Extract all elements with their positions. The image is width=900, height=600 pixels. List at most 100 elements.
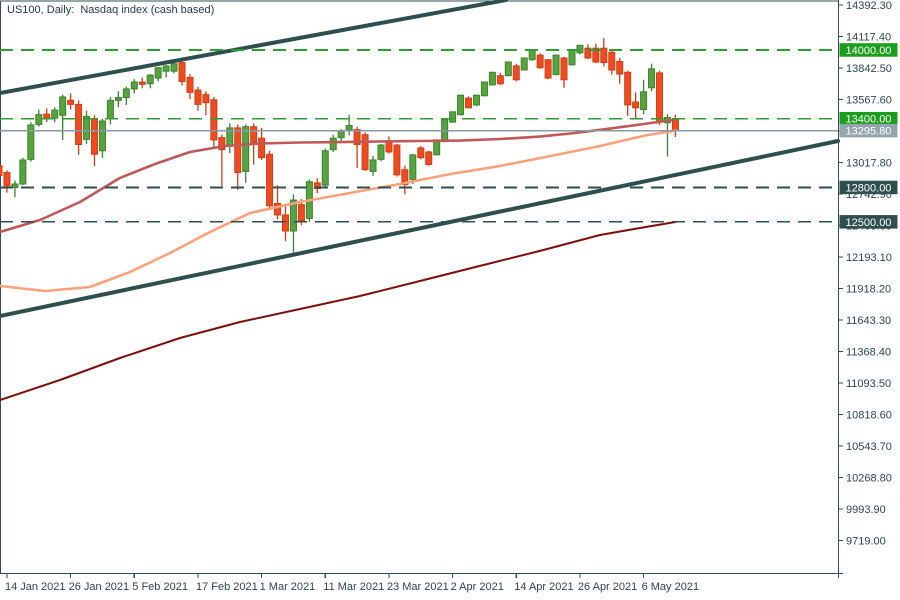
y-axis-label: 9719.00 xyxy=(846,535,886,547)
x-axis-label: 26 Apr 2021 xyxy=(578,581,637,593)
candle-body xyxy=(337,130,345,139)
candle-body xyxy=(210,99,218,141)
candle-body xyxy=(234,127,242,174)
candle-body xyxy=(417,147,425,159)
candle-body xyxy=(258,137,266,159)
candle-body xyxy=(329,137,337,151)
candle-body xyxy=(194,89,202,105)
candle-body xyxy=(146,74,154,85)
candle-body xyxy=(520,57,528,71)
y-axis-label: 11368.40 xyxy=(846,346,891,358)
candle-body xyxy=(640,91,648,111)
candle-body xyxy=(162,65,170,72)
candle-body xyxy=(289,199,297,232)
candle-body xyxy=(496,75,504,85)
candle-body xyxy=(369,159,377,172)
candle-body xyxy=(218,137,226,151)
candle-body xyxy=(106,99,114,120)
candle-body xyxy=(98,120,106,152)
candle-body xyxy=(297,204,305,222)
candle-body xyxy=(671,119,679,132)
candle-body xyxy=(528,49,536,61)
candle-body xyxy=(480,81,488,97)
ma-medium-100 xyxy=(0,118,678,234)
price-level-badge xyxy=(839,215,898,229)
candle-body xyxy=(154,67,162,79)
candle-body xyxy=(27,124,35,160)
y-axis-label: 13842.50 xyxy=(846,63,892,75)
candle-body xyxy=(552,54,560,76)
price-level-badge xyxy=(839,43,898,57)
y-axis-label: 14392.30 xyxy=(846,0,892,12)
candle-body xyxy=(313,182,321,190)
x-axis-label: 11 Mar 2021 xyxy=(323,581,384,593)
x-axis-label: 26 Jan 2021 xyxy=(69,581,130,593)
candle-body xyxy=(361,134,369,171)
price-badge-label: 12800.00 xyxy=(846,182,892,194)
y-axis-label: 11643.30 xyxy=(846,315,891,327)
candle-body xyxy=(592,47,600,63)
price-badge-label: 14000.00 xyxy=(846,45,892,57)
candle-body xyxy=(51,109,59,119)
candle-body xyxy=(250,126,258,143)
ma-long-200 xyxy=(0,220,677,401)
candle-body xyxy=(130,81,138,90)
candle-body xyxy=(83,115,91,140)
x-axis-label: 14 Apr 2021 xyxy=(514,581,573,593)
candle-body xyxy=(504,61,512,77)
candle-body xyxy=(90,118,98,155)
y-axis-label: 10818.60 xyxy=(846,409,892,421)
y-axis-label: 13017.80 xyxy=(846,157,892,169)
candle-body xyxy=(122,88,130,99)
candle-body xyxy=(409,154,417,180)
candle-body xyxy=(393,144,401,176)
candle-body xyxy=(600,47,608,64)
candle-body xyxy=(377,144,385,160)
candle-body xyxy=(242,126,250,172)
candle-body xyxy=(584,47,592,59)
candle-body xyxy=(75,103,83,145)
candle-body xyxy=(608,51,616,71)
y-axis-label: 12193.10 xyxy=(846,252,892,264)
candle-body xyxy=(202,94,210,104)
candle-body xyxy=(281,214,289,232)
candle-body xyxy=(472,94,480,106)
y-axis-label: 14117.40 xyxy=(846,31,891,43)
candle-body xyxy=(449,111,457,123)
candle-body xyxy=(67,99,75,105)
candle-body xyxy=(632,101,640,109)
candle-body xyxy=(353,129,361,145)
x-axis-label: 17 Feb 2021 xyxy=(196,581,258,593)
candle-body xyxy=(170,63,178,72)
price-badge-label: 12500.00 xyxy=(846,217,892,229)
candle-body xyxy=(648,68,656,89)
candle-body xyxy=(35,114,43,125)
candle-body xyxy=(544,59,552,79)
y-axis-label: 10543.70 xyxy=(846,441,892,453)
candle-body xyxy=(11,183,19,188)
x-axis-label: 5 Feb 2021 xyxy=(132,581,188,593)
candle-body xyxy=(266,153,274,207)
chart-title: US100, Daily: Nasdaq index (cash based) xyxy=(7,4,215,16)
candle-body xyxy=(186,76,194,93)
lower-channel-line[interactable] xyxy=(0,139,840,318)
x-axis-label: 2 Apr 2021 xyxy=(451,581,504,593)
y-axis-label: 11093.50 xyxy=(846,378,891,390)
ma-fast-50 xyxy=(0,129,678,293)
price-badge-label: 13400.00 xyxy=(846,114,892,126)
x-axis-label: 1 Mar 2021 xyxy=(260,581,316,593)
candle-body xyxy=(560,57,568,81)
price-badge-label: 13295.80 xyxy=(846,126,892,138)
candle-body xyxy=(0,165,3,176)
candle-body xyxy=(425,151,433,166)
price-level-badge xyxy=(839,111,898,126)
upper-channel-line[interactable] xyxy=(0,0,508,95)
y-axis-label: 10268.80 xyxy=(846,472,892,484)
candle-body xyxy=(488,71,496,86)
candle-body xyxy=(19,159,27,185)
candle-body xyxy=(3,172,11,187)
candle-body xyxy=(43,113,51,119)
y-axis-label: 13567.60 xyxy=(846,94,892,106)
